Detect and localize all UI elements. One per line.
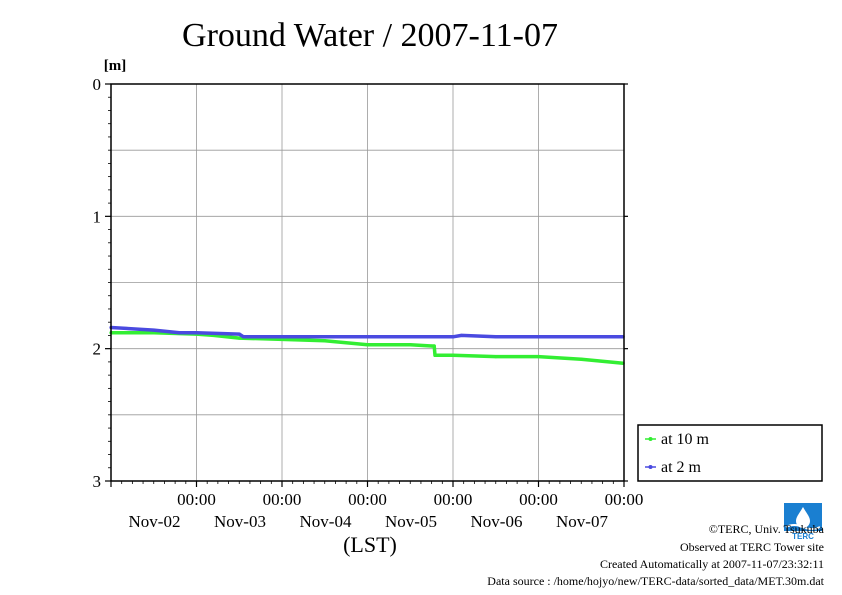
observed-site-text: Observed at TERC Tower site <box>679 540 824 554</box>
legend-point-marker <box>648 437 653 441</box>
data-point <box>323 339 327 343</box>
data-point <box>579 357 583 361</box>
legend: at 10 m at 2 m <box>637 424 823 482</box>
data-point <box>408 343 412 347</box>
data-point <box>280 337 284 342</box>
data-point <box>280 335 284 339</box>
y-tick-label: 0 <box>93 75 102 94</box>
data-point <box>241 335 246 339</box>
x-tick-date-label: Nov-07 <box>556 512 608 531</box>
x-axis-ticks: 00:00 Nov-02 00:00 Nov-03 00:00 Nov-04 00:00 No… <box>110 481 644 531</box>
legend-point-marker <box>648 465 653 469</box>
data-point <box>237 332 241 336</box>
logo-text: TERC <box>792 532 814 541</box>
x-tick-time-label: 00:00 <box>348 490 387 509</box>
data-point <box>494 355 498 359</box>
data-point <box>451 335 455 339</box>
grid-lines <box>111 84 624 481</box>
y-tick-label: 1 <box>93 207 102 226</box>
x-tick-date-label: Nov-05 <box>385 512 437 531</box>
legend-label: at 2 m <box>661 459 702 476</box>
series-layer <box>109 325 625 365</box>
data-point <box>459 333 464 338</box>
terc-logo-icon: TERC <box>784 503 822 541</box>
x-tick-time-label: 00:00 <box>605 490 644 509</box>
data-point <box>365 343 370 347</box>
y-tick-label: 3 <box>93 472 102 491</box>
series-line-at-2m <box>110 325 624 339</box>
data-point <box>451 353 455 357</box>
copyright-text: ©TERC, Univ. Tsukuba <box>708 522 824 536</box>
data-point <box>536 335 541 339</box>
data-point <box>152 328 156 332</box>
data-point <box>494 335 498 339</box>
x-tick-date-label: Nov-04 <box>300 512 352 531</box>
data-point <box>365 335 370 339</box>
data-point <box>433 353 437 357</box>
x-axis-label: (LST) <box>343 532 397 557</box>
x-tick-date-label: Nov-02 <box>129 512 181 531</box>
legend-box <box>637 424 823 482</box>
y-axis-ticks: 0 1 2 3 <box>93 75 628 491</box>
data-point <box>579 335 583 339</box>
legend-label: at 10 m <box>661 431 710 448</box>
data-point <box>430 344 434 348</box>
x-tick-time-label: 00:00 <box>434 490 473 509</box>
data-point <box>323 335 327 339</box>
data-point <box>536 355 541 359</box>
data-point <box>408 335 412 339</box>
data-point <box>194 331 199 335</box>
data-point <box>237 336 241 340</box>
y-tick-label: 2 <box>93 340 102 359</box>
x-tick-time-label: 00:00 <box>177 490 216 509</box>
wave-icon <box>785 524 821 530</box>
x-tick-date-label: Nov-03 <box>214 512 266 531</box>
data-point <box>152 331 156 335</box>
x-tick-date-label: Nov-06 <box>471 512 523 531</box>
chart-title: Ground Water / 2007-11-07 <box>182 17 558 54</box>
data-source-text: Data source : /home/hojyo/new/TERC-data/… <box>487 574 824 588</box>
y-axis-unit-label: [m] <box>104 58 127 74</box>
x-tick-time-label: 00:00 <box>519 490 558 509</box>
created-timestamp-text: Created Automatically at 2007-11-07/23:3… <box>599 557 824 571</box>
data-point <box>177 331 181 335</box>
data-point <box>432 344 436 348</box>
x-tick-time-label: 00:00 <box>263 490 302 509</box>
water-drop-icon <box>796 507 810 528</box>
